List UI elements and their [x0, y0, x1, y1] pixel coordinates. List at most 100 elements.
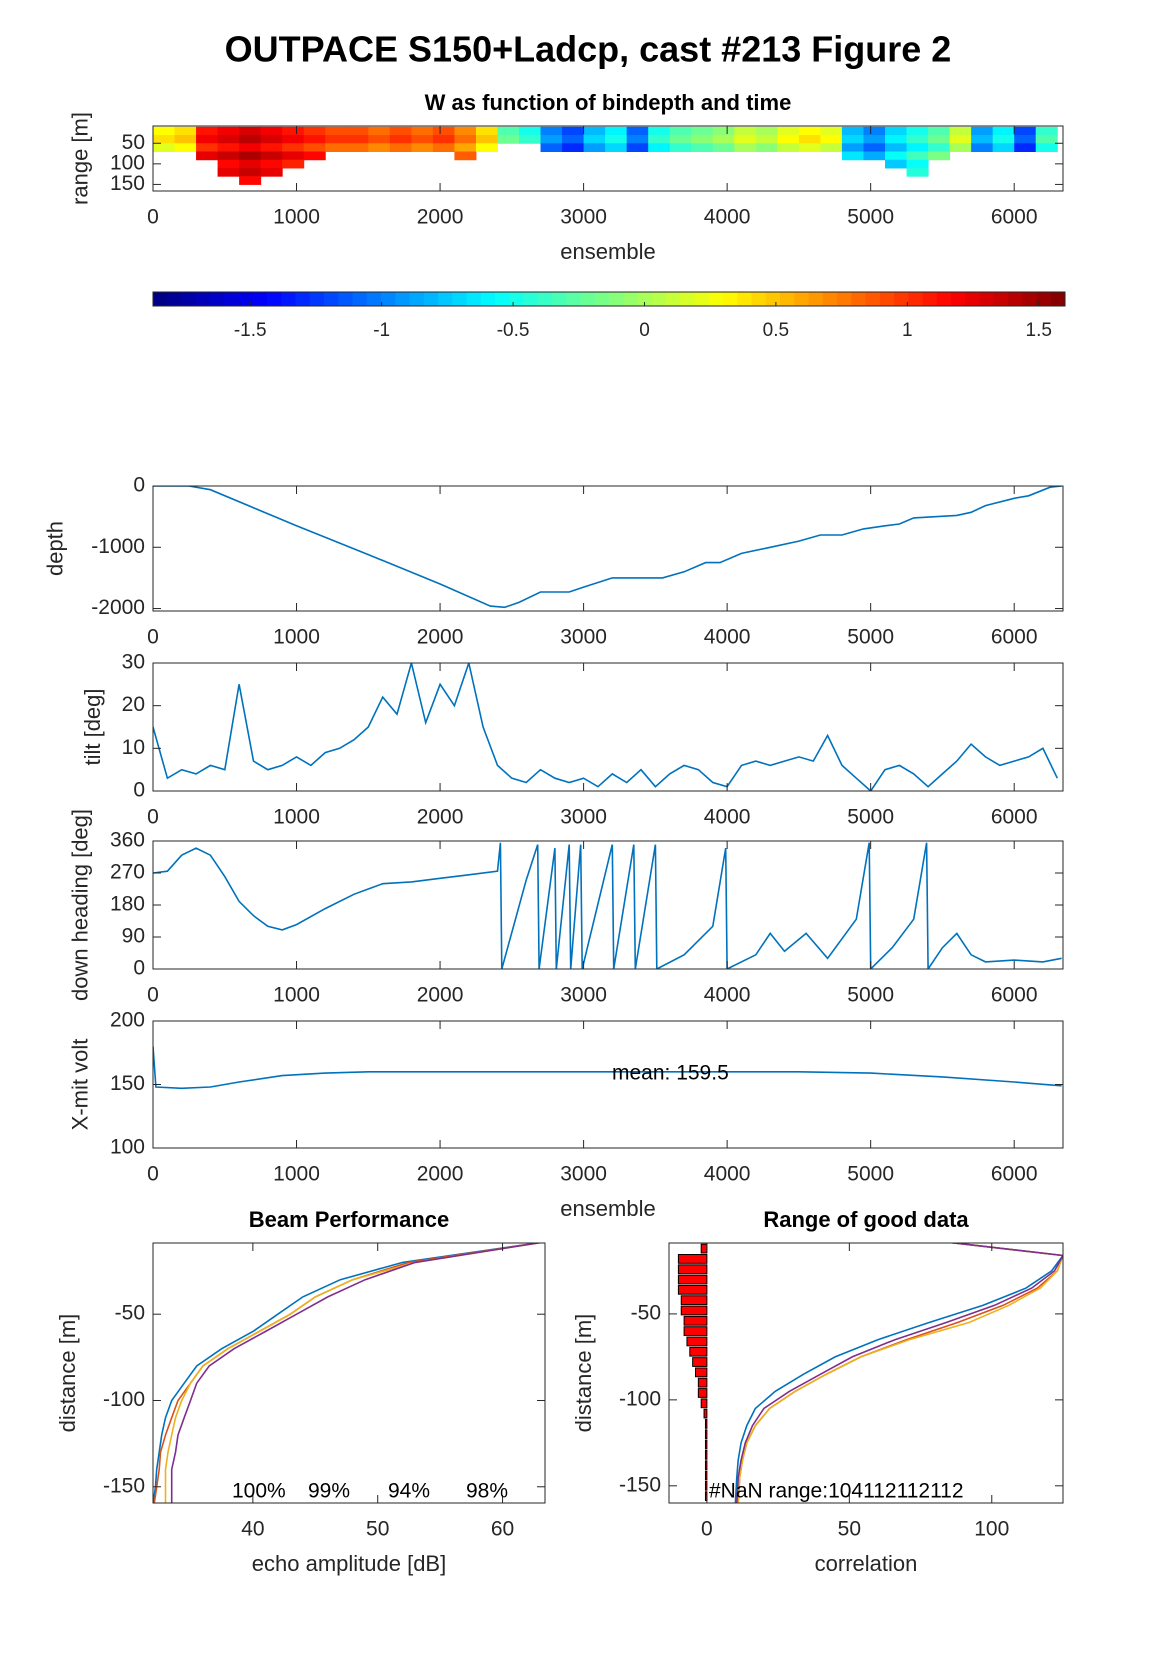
- cell: [583, 135, 606, 144]
- colorbar-swatch: [423, 292, 439, 306]
- data-line: [153, 663, 1059, 791]
- colorbar-swatch: [993, 292, 1009, 306]
- colorbar-swatch: [894, 292, 909, 306]
- bar: [704, 1449, 708, 1460]
- y-tick-label: 0: [133, 957, 145, 980]
- colorbar-swatch: [765, 292, 781, 306]
- cell: [303, 151, 326, 161]
- axes-box: [152, 662, 1064, 792]
- annotation: 99%: [308, 1480, 350, 1503]
- cell: [562, 143, 585, 153]
- cell: [325, 126, 348, 136]
- cell: [605, 143, 628, 153]
- colorbar-swatch: [324, 292, 339, 306]
- cell: [841, 135, 864, 144]
- y-axis-label: depth: [42, 521, 67, 576]
- colorbar-swatch: [252, 292, 268, 306]
- cell: [497, 135, 520, 144]
- cell: [239, 176, 262, 185]
- x-tick-label: 3000: [560, 626, 607, 649]
- y-axis-label: tilt [deg]: [80, 688, 105, 765]
- cell: [389, 126, 412, 136]
- cell: [626, 143, 649, 153]
- cell: [260, 135, 283, 144]
- y-tick-label: -1000: [91, 535, 145, 558]
- axes-title: W as function of bindepth and time: [425, 90, 792, 115]
- cell: [949, 135, 972, 144]
- cell: [885, 126, 908, 136]
- colorbar-swatch: [1022, 292, 1037, 306]
- colorbar-frame: [152, 291, 1066, 307]
- bar: [703, 1408, 708, 1419]
- cell: [992, 143, 1015, 153]
- plot-area: [153, 1046, 1062, 1090]
- plot-area: [153, 842, 1062, 969]
- cell: [562, 135, 585, 144]
- cell: [648, 135, 671, 144]
- x-tick-label: 3000: [560, 206, 607, 229]
- colorbar-swatch: [167, 292, 182, 306]
- cell: [992, 126, 1015, 136]
- colorbar-tick-label: 0: [639, 320, 650, 341]
- colorbar-swatch: [1036, 292, 1052, 306]
- colorbar-swatch: [737, 292, 752, 306]
- y-tick-label: -2000: [91, 596, 145, 619]
- cell: [217, 159, 240, 169]
- cell: [648, 143, 671, 153]
- cell: [153, 126, 176, 136]
- colorbar-swatch: [1008, 292, 1023, 306]
- x-tick-label: 6000: [991, 1163, 1038, 1186]
- cell: [217, 167, 240, 177]
- cell: [669, 143, 692, 153]
- colorbar-swatch: [780, 292, 795, 306]
- data-line: [164, 1243, 544, 1503]
- cell: [885, 159, 908, 169]
- cell: [820, 126, 843, 136]
- cell: [303, 126, 326, 136]
- cell: [174, 143, 197, 153]
- bar: [683, 1326, 708, 1336]
- bar: [697, 1388, 708, 1398]
- x-tick-label: 6000: [991, 984, 1038, 1007]
- axes: 0 50 100 -150 -100 -50 Range of good data corre…: [571, 1207, 1064, 1576]
- x-tick-label: 0: [147, 626, 159, 649]
- y-tick-label: -150: [103, 1474, 145, 1497]
- annotation: 94%: [388, 1480, 430, 1503]
- cell: [454, 151, 477, 161]
- colorbar-swatch: [922, 292, 938, 306]
- cell: [411, 135, 434, 144]
- y-tick-label: 100: [110, 1136, 145, 1159]
- bar: [704, 1439, 708, 1450]
- cell: [906, 159, 929, 169]
- colorbar-swatch: [936, 292, 952, 306]
- cell: [583, 143, 606, 153]
- colorbar-swatch: [153, 292, 168, 306]
- cell: [260, 159, 283, 169]
- cell: [282, 126, 305, 136]
- axes-box: [152, 125, 1064, 192]
- cell: [691, 143, 714, 153]
- cell: [217, 135, 240, 144]
- colorbar-swatch: [751, 292, 767, 306]
- colorbar-swatch: [680, 292, 695, 306]
- cell: [540, 143, 563, 153]
- cell: [971, 126, 994, 136]
- y-tick-label: 200: [110, 1009, 145, 1032]
- cell: [712, 135, 735, 144]
- y-tick-label: 0: [133, 779, 145, 802]
- cell: [239, 143, 262, 153]
- axes: 40 50 60 -150 -100 -50 Beam Performance echo am…: [55, 1207, 546, 1576]
- colorbar-swatch: [352, 292, 368, 306]
- y-tick-label: 50: [122, 131, 145, 154]
- cell: [928, 151, 951, 161]
- y-tick-label: -150: [619, 1473, 661, 1496]
- x-axis-label: ensemble: [560, 239, 655, 264]
- cell: [432, 143, 455, 153]
- cell: [1035, 135, 1058, 144]
- colorbar-swatch: [822, 292, 838, 306]
- cell: [734, 126, 757, 136]
- cell: [949, 126, 972, 136]
- cell: [239, 135, 262, 144]
